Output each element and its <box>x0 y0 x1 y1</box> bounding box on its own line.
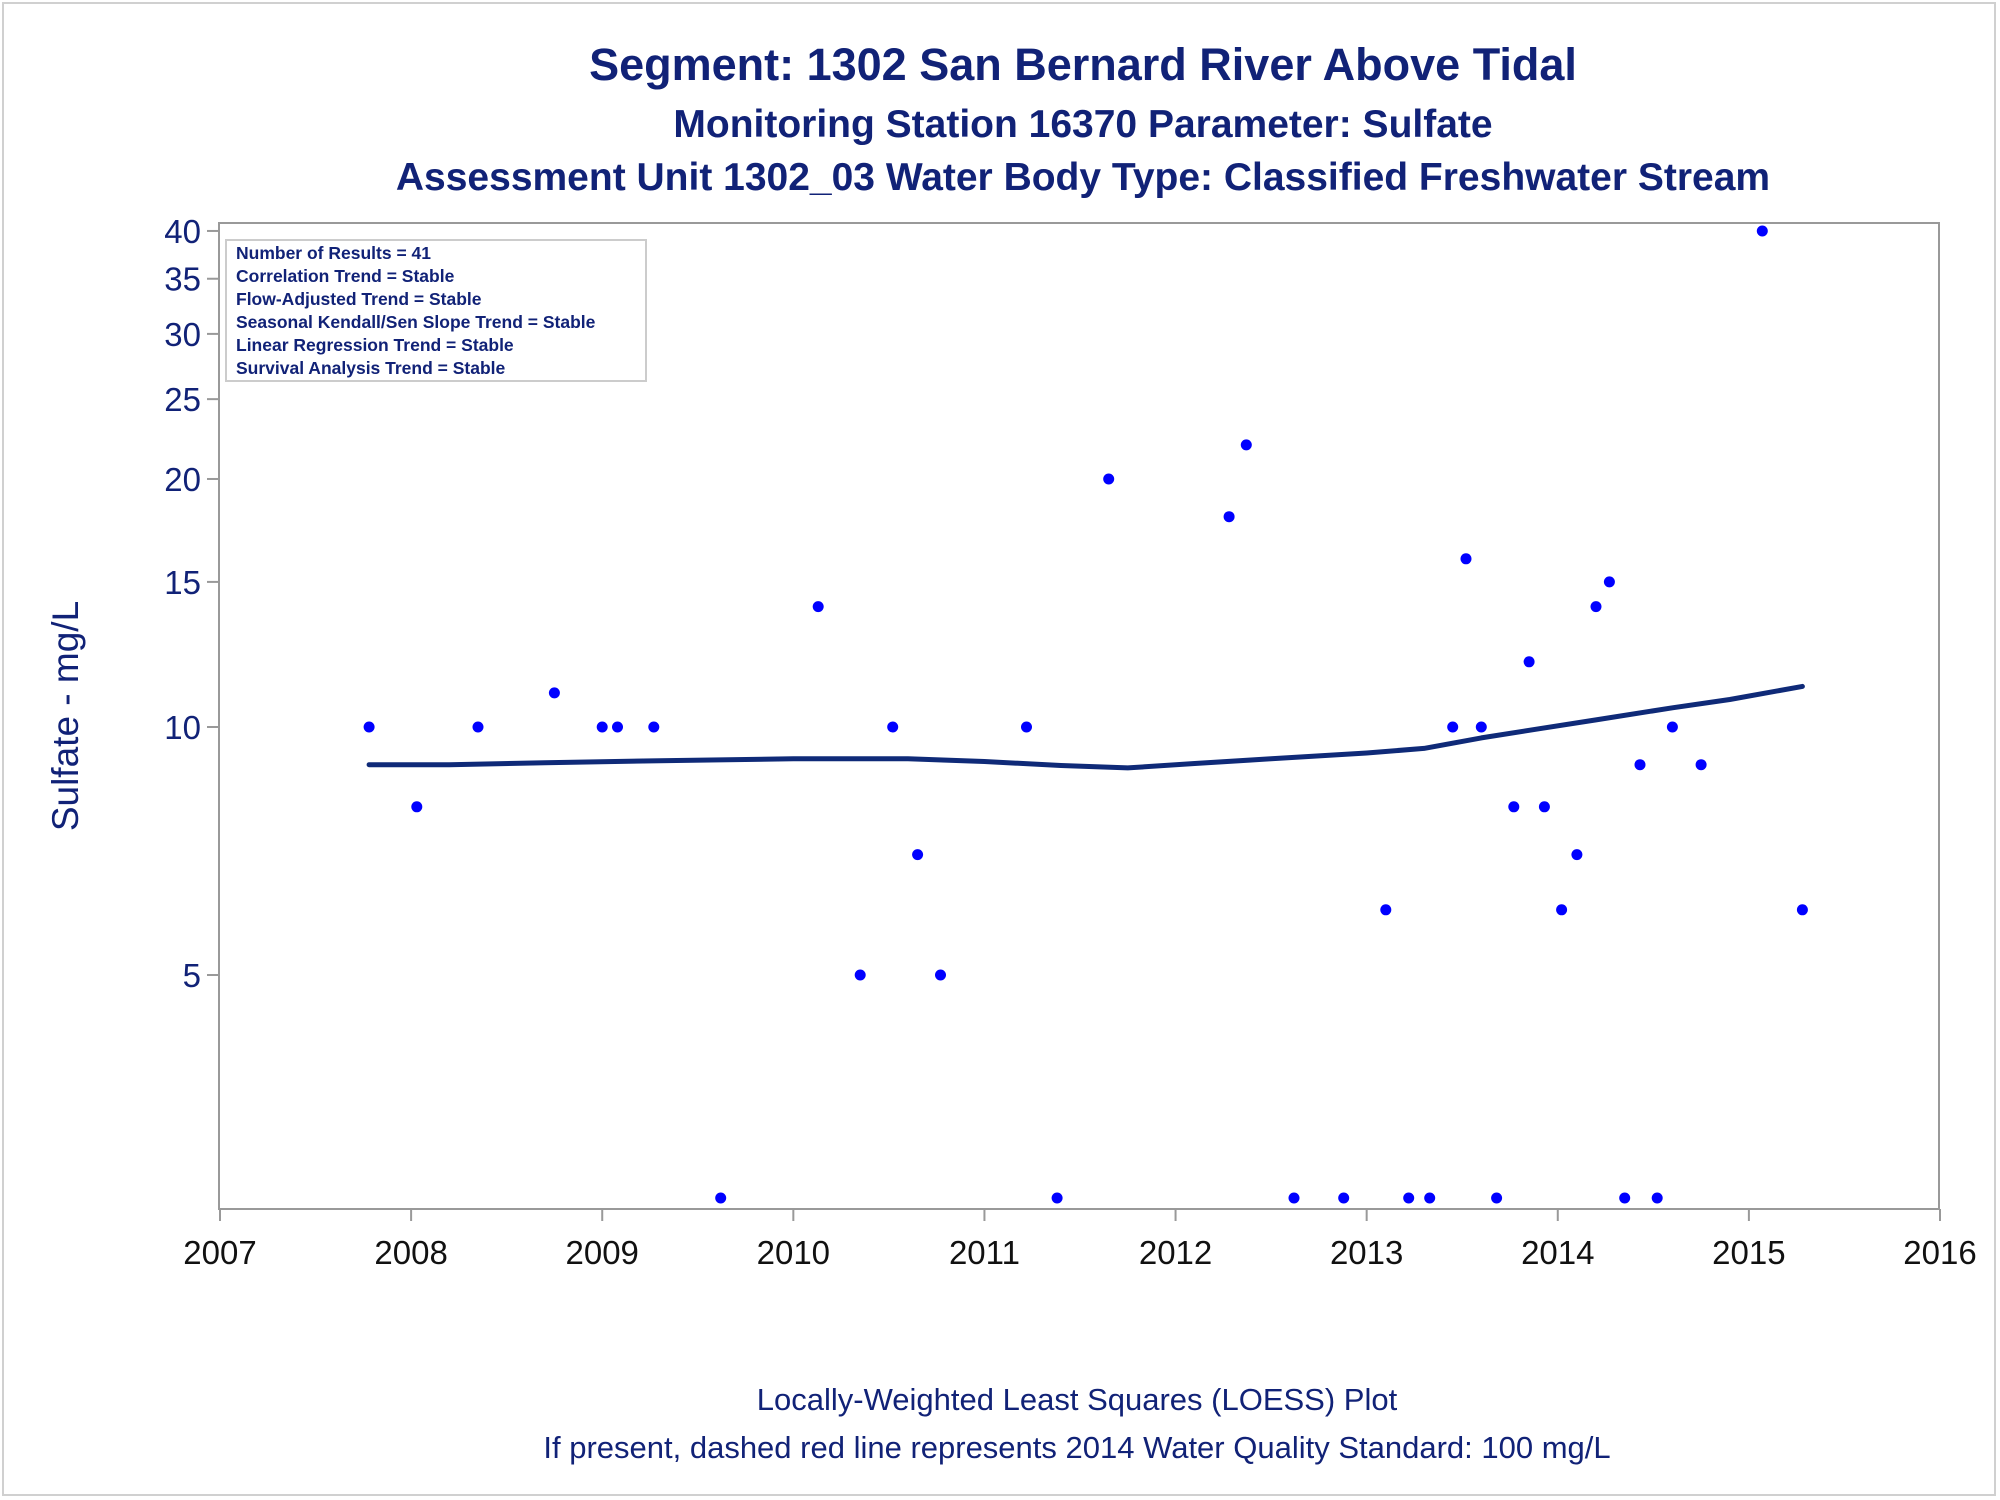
chart-subtitle-2: Assessment Unit 1302_03 Water Body Type:… <box>396 156 1770 199</box>
loess-trend-line <box>366 683 1805 771</box>
stats-line-results: Number of Results = 41 <box>236 243 431 263</box>
plot-area <box>218 222 1940 1210</box>
y-axis-label: Sulfate - mg/L <box>45 601 86 831</box>
data-point <box>812 601 824 613</box>
x-tick-label: 2014 <box>1521 1234 1594 1271</box>
x-tick-label: 2012 <box>1139 1234 1212 1271</box>
footnote-standard: If present, dashed red line represents 2… <box>543 1430 1610 1465</box>
data-point <box>1666 721 1678 733</box>
x-tick-label: 2010 <box>757 1234 830 1271</box>
data-point <box>1571 849 1583 861</box>
stats-line-seasonal-kendall: Seasonal Kendall/Sen Slope Trend = Stabl… <box>236 312 596 332</box>
y-tick-label: 10 <box>164 709 201 746</box>
data-point <box>1523 656 1535 668</box>
x-tick-label: 2016 <box>1903 1234 1976 1271</box>
y-tick-label: 30 <box>164 316 201 353</box>
data-point <box>1491 1192 1503 1204</box>
data-point <box>1223 511 1235 523</box>
data-point <box>1538 801 1550 813</box>
y-tick-label: 40 <box>164 213 201 250</box>
stats-inset: Number of Results = 41 Correlation Trend… <box>225 239 647 382</box>
data-point <box>1447 721 1459 733</box>
data-point <box>1103 473 1115 485</box>
stats-line-flow-adjusted: Flow-Adjusted Trend = Stable <box>236 289 482 309</box>
x-tick-label: 2007 <box>183 1234 256 1271</box>
data-point <box>1051 1192 1063 1204</box>
data-point <box>1288 1192 1300 1204</box>
stats-line-linear-regression: Linear Regression Trend = Stable <box>236 335 514 355</box>
data-point <box>1619 1192 1631 1204</box>
data-point <box>1460 553 1472 565</box>
chart-subtitle: Monitoring Station 16370 Parameter: Sulf… <box>673 103 1492 146</box>
data-point <box>596 721 608 733</box>
data-point <box>411 801 423 813</box>
data-point <box>1508 801 1520 813</box>
data-point <box>648 721 660 733</box>
data-point <box>715 1192 727 1204</box>
data-point <box>1603 576 1615 588</box>
data-points <box>363 225 1808 1204</box>
data-point <box>612 721 623 733</box>
stats-line-survival-analysis: Survival Analysis Trend = Stable <box>236 358 506 378</box>
data-point <box>1021 721 1032 733</box>
x-tick-label: 2015 <box>1712 1234 1785 1271</box>
data-point <box>854 969 866 981</box>
x-axis: 2007 2008 2009 2010 2011 2012 2013 2014 2015 2016 <box>183 1209 1977 1271</box>
x-tick-label: 2011 <box>949 1234 1020 1271</box>
chart-title: Segment: 1302 San Bernard River Above Ti… <box>589 39 1577 90</box>
data-point <box>548 687 560 699</box>
data-point <box>472 721 484 733</box>
y-tick-label: 15 <box>164 564 201 601</box>
x-tick-label: 2009 <box>566 1234 639 1271</box>
stats-inset-box <box>225 239 647 382</box>
data-point <box>1651 1192 1663 1204</box>
data-point <box>363 721 375 733</box>
x-tick-label: 2013 <box>1330 1234 1403 1271</box>
data-point <box>1556 904 1568 916</box>
data-point <box>1590 601 1602 613</box>
y-tick-label: 35 <box>164 261 201 298</box>
data-point <box>935 969 946 981</box>
data-point <box>887 721 899 733</box>
y-tick-label: 5 <box>183 957 201 994</box>
data-point <box>1403 1192 1415 1204</box>
stats-line-correlation: Correlation Trend = Stable <box>236 266 455 286</box>
data-point <box>1380 904 1392 916</box>
y-tick-label: 20 <box>164 461 201 498</box>
y-tick-label: 25 <box>164 381 201 418</box>
data-point <box>1756 225 1768 237</box>
footnote-method: Locally-Weighted Least Squares (LOESS) P… <box>757 1382 1398 1417</box>
data-point <box>1796 904 1808 916</box>
y-axis: 5 10 15 20 25 30 35 40 <box>164 213 219 994</box>
data-point <box>1634 759 1646 771</box>
data-point <box>1338 1192 1350 1204</box>
x-tick-label: 2008 <box>374 1234 447 1271</box>
data-point <box>1475 721 1487 733</box>
data-point <box>912 849 924 861</box>
data-point <box>1240 439 1252 451</box>
data-point <box>1695 759 1707 771</box>
data-point <box>1424 1192 1436 1204</box>
